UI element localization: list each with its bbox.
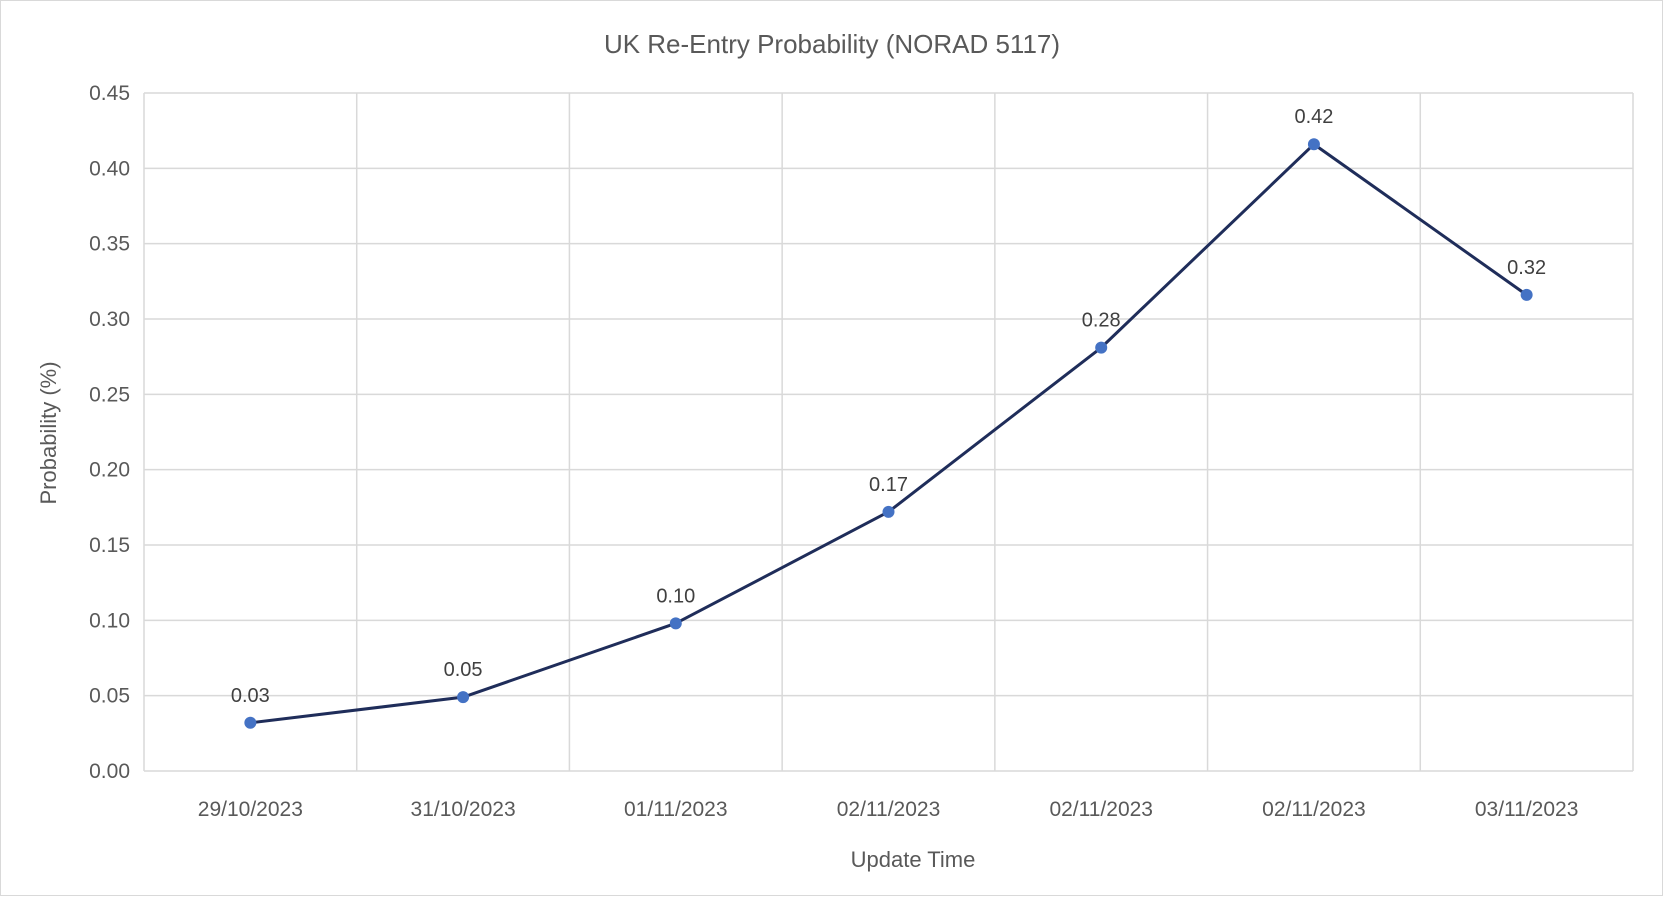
x-tick-label: 02/11/2023 xyxy=(837,798,941,821)
x-tick-label: 03/11/2023 xyxy=(1475,798,1579,821)
data-point xyxy=(882,505,895,518)
x-tick-label: 02/11/2023 xyxy=(1049,798,1153,821)
y-tick-label: 0.15 xyxy=(89,534,130,557)
x-tick-label: 29/10/2023 xyxy=(198,798,303,821)
series-line xyxy=(250,142,1528,725)
y-tick-label: 0.35 xyxy=(89,233,130,256)
y-axis-title: Probability (%) xyxy=(36,361,61,504)
data-point xyxy=(1095,341,1108,354)
y-tick-label: 0.10 xyxy=(89,609,130,632)
series-markers xyxy=(244,138,1533,729)
data-point xyxy=(457,691,470,704)
x-axis-ticks: 29/10/2023 31/10/2023 01/11/2023 02/11/2023… xyxy=(198,798,1579,821)
data-label: 0.28 xyxy=(1082,310,1121,332)
data-point xyxy=(1307,138,1320,151)
data-labels: 0.03 0.05 0.10 0.17 0.28 0.42 0.32 xyxy=(231,106,1546,707)
data-point xyxy=(1520,288,1533,301)
data-label: 0.05 xyxy=(444,659,483,681)
data-point xyxy=(244,716,257,729)
data-label: 0.03 xyxy=(231,685,270,707)
y-tick-label: 0.30 xyxy=(89,308,130,331)
y-tick-label: 0.00 xyxy=(89,760,130,783)
y-tick-label: 0.20 xyxy=(89,459,130,482)
x-axis-title: Update Time xyxy=(851,847,976,872)
x-tick-label: 01/11/2023 xyxy=(624,798,728,821)
y-axis-ticks: 0.00 0.05 0.10 0.15 0.20 0.25 0.30 0.35 0.40 0.45 xyxy=(89,82,130,783)
chart-title: UK Re-Entry Probability (NORAD 5117) xyxy=(604,29,1060,59)
y-tick-label: 0.45 xyxy=(89,82,130,105)
data-label: 0.32 xyxy=(1507,257,1546,279)
x-tick-label: 31/10/2023 xyxy=(411,798,516,821)
data-label: 0.10 xyxy=(656,585,695,607)
gridlines xyxy=(143,92,1634,772)
y-tick-label: 0.05 xyxy=(89,685,130,708)
x-tick-label: 02/11/2023 xyxy=(1262,798,1366,821)
data-label: 0.17 xyxy=(869,474,908,496)
y-tick-label: 0.25 xyxy=(89,383,130,406)
data-point xyxy=(669,617,682,630)
data-label: 0.42 xyxy=(1294,106,1333,128)
y-tick-label: 0.40 xyxy=(89,157,130,180)
series-line-path xyxy=(250,142,1528,725)
